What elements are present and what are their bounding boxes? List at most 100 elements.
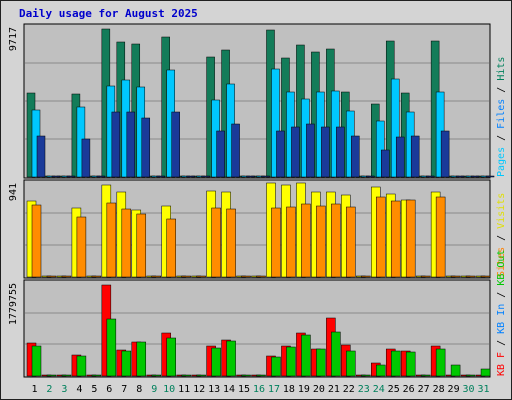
bar-pages xyxy=(111,111,121,178)
bar-sites xyxy=(181,275,191,278)
day-label: 25 xyxy=(388,384,400,395)
bar-sites xyxy=(31,204,42,278)
bar-sites xyxy=(376,196,386,278)
bar-sites xyxy=(316,205,326,278)
day-label: 30 xyxy=(463,384,475,395)
day-label: 20 xyxy=(313,384,325,395)
bar-files xyxy=(376,120,385,178)
bar-sites xyxy=(405,199,416,278)
bar-kb-out xyxy=(151,374,161,377)
bar-sites xyxy=(390,200,401,278)
day-label: 28 xyxy=(433,384,445,395)
bar-kb-out xyxy=(211,347,221,377)
legend: KB F / KB In / KB Out xyxy=(496,250,507,376)
bar-pages xyxy=(410,135,420,178)
bar-kb-out xyxy=(256,374,266,377)
bar-pages xyxy=(51,175,61,178)
bar-kb-out xyxy=(241,374,251,377)
bar-sites xyxy=(226,208,236,278)
bar-kb-out xyxy=(480,368,491,377)
bar-sites xyxy=(166,218,176,278)
bar-kb-out xyxy=(31,345,42,377)
bar-sites xyxy=(121,208,132,278)
day-label: 24 xyxy=(373,384,385,395)
day-label: 10 xyxy=(163,384,175,395)
bar-sites xyxy=(331,203,341,278)
bar-kb-out xyxy=(435,348,446,377)
legend-item: KB Out xyxy=(496,250,507,286)
bar-files xyxy=(390,78,400,178)
bar-sites xyxy=(465,275,476,278)
bar-sites xyxy=(136,213,147,278)
bar-kb-out xyxy=(106,318,117,377)
bar-pages xyxy=(126,111,136,178)
day-label: 23 xyxy=(358,384,370,395)
bar-kb-out xyxy=(286,346,296,377)
bar-sites xyxy=(106,202,117,278)
bar-kb-out xyxy=(405,351,416,377)
bar-kb-out xyxy=(76,355,87,377)
bar-kb-out xyxy=(301,334,311,377)
day-label: 18 xyxy=(283,384,295,395)
day-label: 8 xyxy=(136,384,142,395)
bar-kb-out xyxy=(271,356,281,377)
bar-sites xyxy=(241,275,251,278)
bar-pages xyxy=(201,175,210,178)
max-value-label: 1779755 xyxy=(8,283,19,325)
day-label: 12 xyxy=(193,384,205,395)
day-label: 22 xyxy=(343,384,355,395)
bar-sites xyxy=(301,203,311,278)
chart-title: Daily usage for August 2025 xyxy=(19,7,198,20)
bar-kb-out xyxy=(196,374,206,377)
bar-sites xyxy=(196,275,206,278)
max-value-label: 9717 xyxy=(8,27,19,51)
bar-pages xyxy=(261,175,270,178)
day-label: 16 xyxy=(253,384,265,395)
legend-item: / xyxy=(496,229,507,247)
bar-kb-out xyxy=(450,364,461,377)
bar-kb-out xyxy=(226,340,236,377)
bar-kb-out xyxy=(420,374,431,377)
legend-item: KB In xyxy=(496,304,507,334)
day-label: 3 xyxy=(61,384,67,395)
bar-pages xyxy=(246,175,255,178)
day-label: 5 xyxy=(91,384,97,395)
bar-pages xyxy=(291,126,300,178)
legend-item: / xyxy=(496,286,507,304)
day-label: 29 xyxy=(448,384,460,395)
bar-pages xyxy=(186,175,195,178)
day-label: 21 xyxy=(328,384,340,395)
bar-sites xyxy=(211,207,221,278)
bar-files xyxy=(271,68,280,178)
bar-pages xyxy=(216,130,225,178)
bar-pages xyxy=(276,130,285,178)
day-label: 27 xyxy=(418,384,430,395)
bar-pages xyxy=(485,175,495,178)
bar-sites xyxy=(361,275,371,278)
day-label: 6 xyxy=(106,384,112,395)
bar-kb-out xyxy=(390,350,401,377)
day-label: 4 xyxy=(76,384,82,395)
legend-item: Visits xyxy=(496,193,507,229)
bar-pages xyxy=(306,123,315,178)
bar-pages xyxy=(381,149,390,178)
bar-sites xyxy=(346,206,356,278)
day-label: 14 xyxy=(223,384,235,395)
bar-pages xyxy=(321,126,330,178)
bar-pages xyxy=(36,135,46,178)
bar-sites xyxy=(286,206,296,278)
bar-pages xyxy=(440,130,450,178)
bar-kb-out xyxy=(361,374,371,377)
bar-kb-out xyxy=(181,374,191,377)
legend: Pages / Files / Hits xyxy=(496,57,507,177)
bar-sites xyxy=(420,275,431,278)
panel-visits-sites xyxy=(23,179,491,279)
bar-pages xyxy=(96,175,106,178)
bar-kb-out xyxy=(316,348,326,377)
bar-sites xyxy=(256,275,266,278)
bar-sites xyxy=(480,275,491,278)
bar-pages xyxy=(336,126,345,178)
legend-item: / xyxy=(496,129,507,147)
bar-pages xyxy=(231,123,240,178)
